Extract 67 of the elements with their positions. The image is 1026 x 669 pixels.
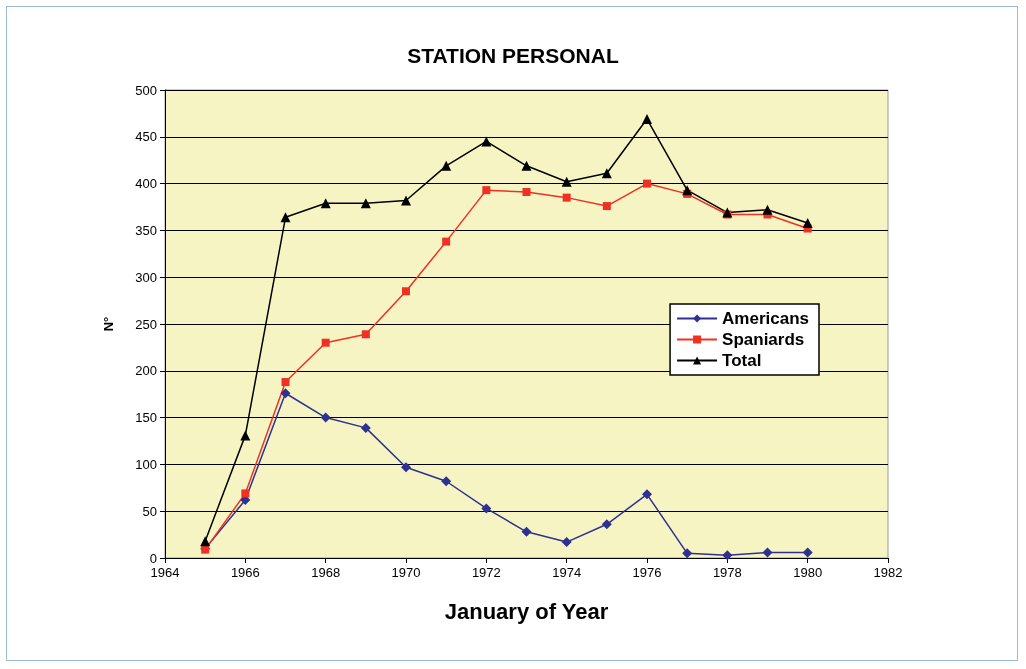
point	[602, 202, 611, 211]
point	[401, 462, 411, 473]
x-tick-label: 1966	[230, 565, 260, 580]
point	[281, 378, 290, 387]
y-tick-label: 50	[142, 503, 157, 519]
point	[482, 186, 491, 195]
point	[601, 519, 612, 530]
x-tick-label: 1968	[311, 565, 341, 580]
point	[642, 489, 652, 500]
legend-label: Americans	[722, 309, 809, 328]
legend-label: Spaniards	[722, 330, 805, 349]
point	[241, 489, 250, 498]
point	[402, 287, 410, 296]
y-tick-label: 450	[135, 129, 157, 145]
point	[642, 114, 652, 125]
x-tick-label: 1980	[793, 565, 823, 580]
point	[521, 526, 532, 537]
point	[280, 388, 291, 399]
point	[802, 217, 813, 228]
y-tick-label: 250	[135, 316, 157, 332]
point	[481, 136, 492, 147]
y-tick-label: 500	[135, 82, 157, 98]
y-tick-label: 400	[135, 176, 157, 192]
point	[441, 160, 452, 171]
point	[481, 503, 492, 514]
point	[762, 204, 773, 215]
chart-title: STATION PERSONAL	[407, 44, 619, 67]
x-axis-title: January of Year	[444, 598, 609, 624]
point	[643, 179, 651, 188]
x-tick-label: 1978	[712, 565, 742, 580]
x-tick-label: 1970	[391, 565, 421, 580]
y-tick-label: 0	[149, 550, 157, 566]
x-tick-label: 1974	[552, 565, 582, 580]
point	[442, 237, 451, 246]
point	[562, 193, 571, 202]
y-axis-title: N°	[101, 316, 116, 332]
y-tick-label: 300	[135, 269, 157, 285]
x-tick-label: 1972	[471, 565, 501, 580]
point	[521, 160, 532, 171]
point	[320, 198, 331, 209]
point	[360, 198, 371, 209]
point	[522, 188, 531, 197]
y-tick-label: 150	[135, 410, 157, 426]
point	[321, 338, 330, 347]
point	[441, 476, 452, 487]
point	[762, 547, 773, 558]
point	[361, 330, 370, 339]
legend-label: Total	[722, 351, 762, 370]
point	[360, 422, 371, 433]
point	[722, 550, 733, 561]
y-tick-label: 350	[135, 222, 157, 238]
point	[200, 536, 211, 547]
point	[682, 185, 693, 196]
x-tick-label: 1964	[150, 565, 180, 580]
y-tick-label: 200	[135, 363, 157, 379]
point	[240, 430, 251, 441]
point	[320, 412, 331, 423]
x-tick-label: 1976	[632, 565, 662, 580]
point	[682, 548, 693, 559]
y-tick-label: 100	[135, 456, 157, 472]
point	[601, 168, 612, 179]
point	[561, 537, 572, 548]
point	[561, 176, 572, 187]
point	[280, 212, 291, 223]
point	[401, 195, 411, 206]
x-tick-label: 1982	[873, 565, 903, 580]
point	[802, 547, 813, 558]
